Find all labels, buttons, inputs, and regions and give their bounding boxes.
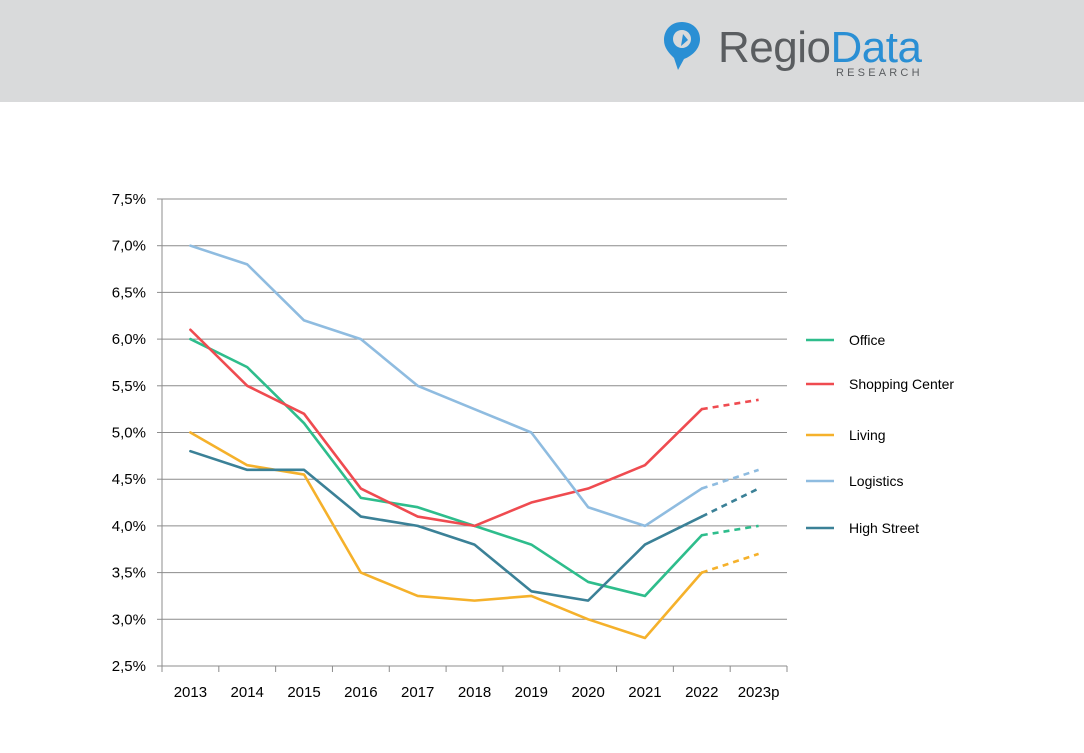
series-line-logistics (189, 244, 704, 528)
legend: Office Shopping Center Living Logistics High… (806, 332, 954, 536)
series-projection-logistics (701, 468, 759, 490)
y-tick-label: 7,0% (112, 238, 146, 255)
y-tick-labels: 2,5% 3,0% 3,5% 4,0% 4,5% 5,0% 5,5% 6,0% 6,5% 7,0%… (112, 191, 146, 675)
series-projection-high-street (701, 487, 760, 518)
x-tick-label: 2017 (401, 684, 434, 701)
logo-subtitle: RESEARCH (836, 67, 923, 79)
y-tick-label: 4,0% (112, 518, 146, 535)
legend-label: Office (849, 332, 886, 348)
series-projection-office (701, 524, 759, 537)
legend-label: Living (849, 427, 886, 443)
x-tick-label: 2018 (458, 684, 491, 701)
legend-label: High Street (849, 520, 919, 536)
series-line-shopping-center (189, 328, 704, 528)
y-tick-label: 7,5% (112, 191, 146, 208)
x-tick-label: 2013 (174, 684, 207, 701)
grid-lines (162, 198, 787, 620)
x-tick-label: 2022 (685, 684, 718, 701)
legend-label: Shopping Center (849, 376, 954, 392)
x-tick-label: 2023p (738, 684, 780, 701)
x-tick-labels: 2013 2014 2015 2016 2017 2018 2019 2020 2021 2022… (174, 684, 780, 701)
y-tick-label: 6,0% (112, 331, 146, 348)
header-bar: RegioData RESEARCH (0, 0, 1084, 102)
y-tick-label: 6,5% (112, 284, 146, 301)
x-tick-label: 2020 (571, 684, 604, 701)
legend-label: Logistics (849, 473, 903, 489)
series-line-high-street (189, 449, 704, 602)
y-tick-label: 2,5% (112, 658, 146, 675)
logo-wordmark: RegioData (718, 23, 922, 72)
y-tick-label: 4,5% (112, 471, 146, 488)
axes (157, 198, 788, 672)
series-lines (189, 244, 760, 640)
x-tick-label: 2019 (515, 684, 548, 701)
x-tick-label: 2014 (231, 684, 264, 701)
x-tick-label: 2016 (344, 684, 377, 701)
series-projection-living (701, 552, 759, 574)
series-projection-shopping-center (701, 398, 759, 411)
logo: RegioData RESEARCH (662, 20, 952, 82)
location-pin-icon (664, 22, 700, 70)
logo-data-text: Data (830, 23, 922, 72)
y-tick-label: 5,5% (112, 378, 146, 395)
logo-regio-text: Regio (718, 23, 831, 72)
y-tick-label: 5,0% (112, 425, 146, 442)
series-line-office (189, 337, 704, 598)
x-tick-label: 2015 (287, 684, 320, 701)
x-tick-label: 2021 (628, 684, 661, 701)
y-tick-label: 3,0% (112, 611, 146, 628)
y-tick-label: 3,5% (112, 565, 146, 582)
